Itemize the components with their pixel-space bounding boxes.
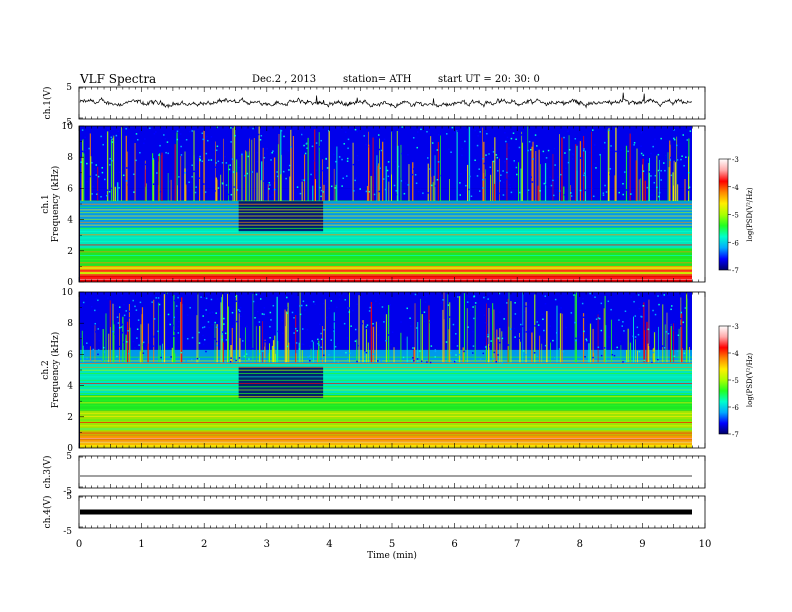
xtick-6: 6 (451, 539, 457, 550)
ch1-spectrogram-band-4 (80, 200, 692, 228)
ch2-spectrogram-ytick-8: 8 (67, 319, 73, 329)
ch2-colorbar-tick-3: -6 (732, 404, 739, 412)
ch4-panel: 5 -5 ch.4(V) (42, 492, 706, 537)
ch1-waveform-ytick-bottom: -5 (63, 118, 72, 128)
ch1-spectrogram-ylabel: Frequency (kHz) (50, 166, 61, 243)
xtick-4: 4 (326, 539, 332, 550)
ch2-spectrogram-ytick-10: 10 (62, 288, 74, 298)
ch3-panel: 5 -5 ch.3(V) (42, 452, 706, 497)
ch1-spectrogram-panel: 0 2 4 6 8 10 ch.1 Frequency (kHz) (41, 122, 706, 288)
ch1-spectrogram-quiet-region (238, 200, 324, 233)
station-label: station= ATH (343, 74, 412, 85)
xtick-2: 2 (201, 539, 207, 550)
ch3-waveform-ytick-bottom: -5 (63, 487, 72, 497)
xtick-0: 0 (76, 539, 82, 550)
xtick-1: 1 (138, 539, 144, 550)
xtick-8: 8 (577, 539, 583, 550)
ch2-colorbar-tick-0: -3 (732, 323, 739, 331)
ch1-spectrogram-ytick-6: 6 (67, 184, 73, 194)
xtick-5: 5 (389, 539, 395, 550)
ch2-spectrogram-ylabel: Frequency (kHz) (50, 332, 61, 409)
ch1-colorbar-bar (718, 158, 729, 271)
ch3-waveform-ylabel: ch.3(V) (42, 456, 53, 489)
ch4-waveform-ylabel: ch.4(V) (42, 496, 53, 529)
ch1-colorbar-label: log(PSD(V²/Hz) (746, 187, 754, 242)
ch2-spectrogram-panel: 0 2 4 6 8 10 ch.2 Frequency (kHz) (41, 288, 706, 454)
xtick-7: 7 (514, 539, 520, 550)
ch1-colorbar-tick-2: -5 (732, 212, 739, 220)
ch1-colorbar-tick-1: -4 (732, 184, 739, 192)
ch1-waveform-ytick-top: 5 (66, 83, 72, 93)
ch2-colorbar-label: log(PSD(V²/Hz) (746, 353, 754, 408)
time-axis: 0 1 2 3 4 5 6 7 8 9 10 Time (min) (76, 539, 712, 561)
ch3-waveform-ytick-top: 5 (66, 452, 72, 462)
ch1-spectrogram-band-0 (80, 275, 692, 282)
chart-title: VLF Spectra (80, 72, 157, 86)
ch2-spectrogram-band-0 (80, 441, 692, 448)
ch1-waveform-ylabel: ch.1(V) (42, 87, 53, 120)
ch2-colorbar-bar (718, 325, 729, 435)
ch1-spectrogram-ytick-8: 8 (67, 153, 73, 163)
ch2-spectrogram-quiet-region (238, 366, 324, 399)
ch1-spectrogram-ytick-4: 4 (67, 216, 73, 226)
ch2-colorbar-tick-2: -5 (732, 377, 739, 385)
ch1-spectrogram-channel-label: ch.1 (41, 194, 51, 213)
ch1-spectrogram-no-data (692, 126, 705, 282)
ch2-spectrogram-ytick-0: 0 (67, 444, 73, 454)
ch2-spectrogram-ytick-4: 4 (67, 382, 73, 392)
ch2-spectrogram-ytick-6: 6 (67, 350, 73, 360)
ch2-spectrogram-channel-label: ch.2 (41, 360, 51, 379)
ch2-colorbar-tick-4: -7 (732, 431, 739, 439)
ch2-spectrogram-no-data (692, 292, 705, 448)
xtick-3: 3 (264, 539, 270, 550)
ch2-spectrogram-ytick-2: 2 (67, 413, 73, 423)
ch1-colorbar-tick-4: -7 (732, 267, 739, 275)
xtick-10: 10 (699, 539, 712, 550)
ch1-spectrogram-ytick-10: 10 (62, 122, 74, 132)
ch1-colorbar: -3 -4 -5 -6 -7 log(PSD(V²/Hz) (718, 156, 754, 275)
date-label: Dec.2 , 2013 (252, 74, 317, 85)
ch1-colorbar-tick-3: -6 (732, 239, 739, 247)
xtick-9: 9 (639, 539, 645, 550)
ch1-spectrogram-ytick-0: 0 (67, 278, 73, 288)
ch1-spectrogram-band-2 (80, 247, 692, 267)
ch2-spectrogram-band-2 (80, 410, 692, 433)
ch2-colorbar-tick-1: -4 (732, 350, 739, 358)
ch1-panel: 5 -5 ch.1(V) (42, 83, 706, 128)
start-time-label: start UT = 20: 30: 0 (438, 74, 540, 85)
ch1-waveform-trace (79, 92, 693, 109)
xaxis-label: Time (min) (367, 550, 417, 561)
ch4-waveform-ytick-bottom: -5 (63, 527, 72, 537)
ch4-waveform-trace (80, 509, 692, 515)
ch1-spectrogram-ytick-2: 2 (67, 247, 73, 257)
ch4-waveform-ytick-top: 5 (66, 492, 72, 502)
ch2-colorbar: -3 -4 -5 -6 -7 log(PSD(V²/Hz) (718, 323, 754, 439)
ch1-colorbar-tick-0: -3 (732, 156, 739, 164)
